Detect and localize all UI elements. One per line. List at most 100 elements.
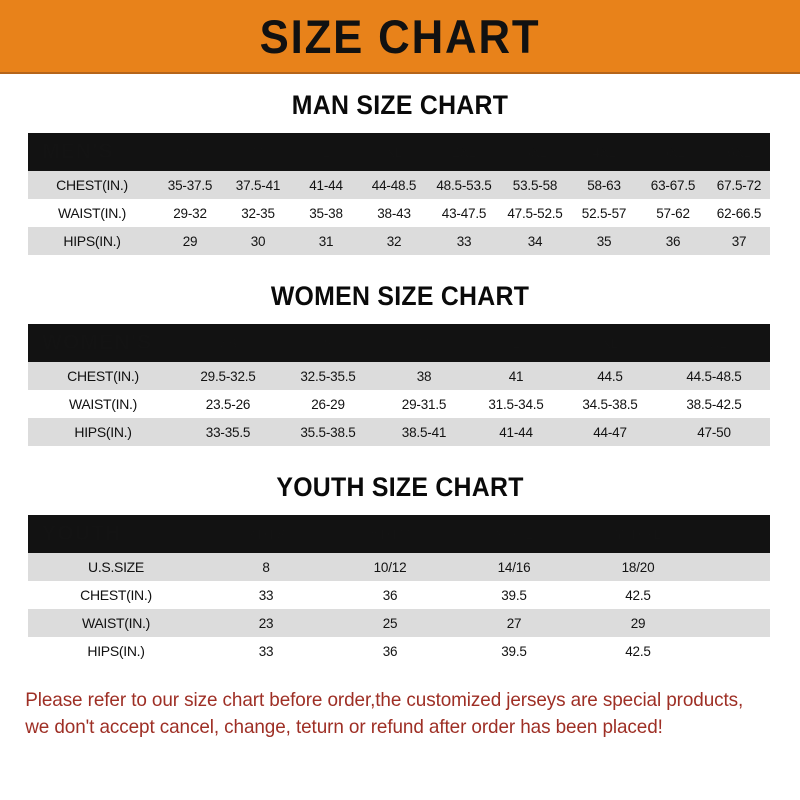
women-size-header: XXL [701,335,727,351]
men-cell: 35-38 [309,205,343,221]
men-size-header: 3XL [523,144,547,160]
youth-cell-filler [700,553,770,581]
women-cell: 35.5-38.5 [300,424,356,440]
youth-cell: 33 [258,587,274,603]
men-cell: 67.5-72 [716,177,762,193]
women-size-section: WOMEN SIZE CHART WOMEN'S XS S M L XL XXL [0,281,800,446]
men-size-header: 6XL [727,144,751,160]
youth-row-label: U.S.SIZE [88,559,144,575]
men-cell: 43-47.5 [441,205,487,221]
youth-cell: 36 [382,643,398,659]
men-cell: 31 [318,233,334,249]
women-size-header: M [418,335,430,351]
youth-row-label: HIPS(IN.) [87,643,145,659]
women-category-header: WOMEN'S [42,331,153,354]
table-row: CHEST(IN.) 33 36 39.5 42.5 [28,581,770,609]
table-row: U.S.SIZE 8 10/12 14/16 18/20 [28,553,770,581]
men-size-header: S [185,144,195,160]
women-table-body: CHEST(IN.) 29.5-32.5 32.5-35.5 38 41 44.… [28,362,770,446]
women-size-table: WOMEN'S XS S M L XL XXL CHEST(IN.) 29.5-… [28,324,770,446]
women-cell: 29.5-32.5 [200,368,256,384]
youth-cell: 39.5 [501,587,527,603]
youth-cell: 10/12 [373,559,407,575]
women-cell: 44.5-48.5 [686,368,742,384]
footer-disclaimer: Please refer to our size chart before or… [0,687,776,741]
women-cell: 41 [508,368,524,384]
page-title: SIZE CHART [259,9,541,63]
women-cell: 33-35.5 [205,424,251,440]
men-header-row: MEN'S S M L XL 2XL 3XL 4XL 5XL 6XL [28,133,770,171]
women-cell: 34.5-38.5 [582,396,638,412]
youth-row-label: CHEST(IN.) [80,587,152,603]
women-table-head: WOMEN'S XS S M L XL XXL [28,324,770,362]
table-row: CHEST(IN.) 35-37.5 37.5-41 41-44 44-48.5… [28,171,770,199]
women-size-header: L [512,335,520,351]
women-cell: 26-29 [311,396,345,412]
women-cell: 38.5-41 [401,424,447,440]
men-cell: 63-67.5 [650,177,696,193]
women-row-label: CHEST(IN.) [67,368,139,384]
men-row-label: CHEST(IN.) [56,177,128,193]
table-row: HIPS(IN.) 33-35.5 35.5-38.5 38.5-41 41-4… [28,418,770,446]
table-row: HIPS(IN.) 33 36 39.5 42.5 [28,637,770,665]
women-size-header: S [323,335,333,351]
table-row: HIPS(IN.) 29 30 31 32 33 34 35 36 37 [28,227,770,255]
men-section-title: MAN SIZE CHART [291,90,509,120]
youth-table-head: YOUTH YTH S YTH M YTH L YTH XL [28,515,770,553]
men-cell: 38-43 [377,205,411,221]
men-size-header: XL [385,144,403,160]
footer-line-2: we don't accept cancel, change, teturn o… [25,716,663,738]
youth-cell: 14/16 [497,559,531,575]
men-cell: 34 [527,233,543,249]
women-size-header: XL [601,335,619,351]
women-cell: 38.5-42.5 [686,396,742,412]
youth-cell: 42.5 [625,587,651,603]
youth-cell: 39.5 [501,643,527,659]
women-cell: 38 [416,368,432,384]
youth-header-row: YOUTH YTH S YTH M YTH L YTH XL [28,515,770,553]
youth-size-header: YTH M [369,526,411,542]
spacer [28,121,772,133]
men-cell: 41-44 [309,177,343,193]
spacer [28,312,772,324]
table-row: WAIST(IN.) 23.5-26 26-29 29-31.5 31.5-34… [28,390,770,418]
spacer [0,446,800,472]
men-cell: 48.5-53.5 [436,177,492,193]
table-row: WAIST(IN.) 29-32 32-35 35-38 38-43 43-47… [28,199,770,227]
spacer [0,665,800,687]
youth-cell: 8 [262,559,270,575]
youth-size-table: YOUTH YTH S YTH M YTH L YTH XL U.S.SIZE … [28,515,770,665]
women-size-header: XS [219,335,237,351]
women-row-label: HIPS(IN.) [74,424,132,440]
youth-size-section: YOUTH SIZE CHART YOUTH YTH S YTH M YTH L… [0,472,800,665]
youth-size-header: YTH L [495,526,533,542]
youth-cell: 42.5 [625,643,651,659]
women-cell: 23.5-26 [205,396,251,412]
youth-table-body: U.S.SIZE 8 10/12 14/16 18/20 CHEST(IN.) … [28,553,770,665]
youth-header-filler [700,515,770,553]
men-table-body: CHEST(IN.) 35-37.5 37.5-41 41-44 44-48.5… [28,171,770,255]
youth-cell: 29 [630,615,646,631]
youth-cell-filler [700,581,770,609]
women-cell: 32.5-35.5 [300,368,356,384]
footer-line-1: Please refer to our size chart before or… [25,689,744,711]
men-size-header: M [252,144,264,160]
women-cell: 29-31.5 [401,396,447,412]
youth-row-label: WAIST(IN.) [81,615,151,631]
youth-cell: 18/20 [621,559,655,575]
page-banner: SIZE CHART [0,0,800,74]
women-cell: 44-47 [593,424,627,440]
men-size-header: 2XL [452,144,476,160]
men-cell: 32-35 [241,205,275,221]
youth-section-title: YOUTH SIZE CHART [276,472,524,502]
youth-cell: 33 [258,643,274,659]
men-size-header: 4XL [592,144,616,160]
men-cell: 53.5-58 [512,177,558,193]
men-cell: 44-48.5 [371,177,417,193]
men-row-label: WAIST(IN.) [57,205,127,221]
men-cell: 58-63 [587,177,621,193]
spacer [0,74,800,90]
men-cell: 37 [731,233,747,249]
men-cell: 57-62 [656,205,690,221]
men-size-header: 5XL [661,144,685,160]
